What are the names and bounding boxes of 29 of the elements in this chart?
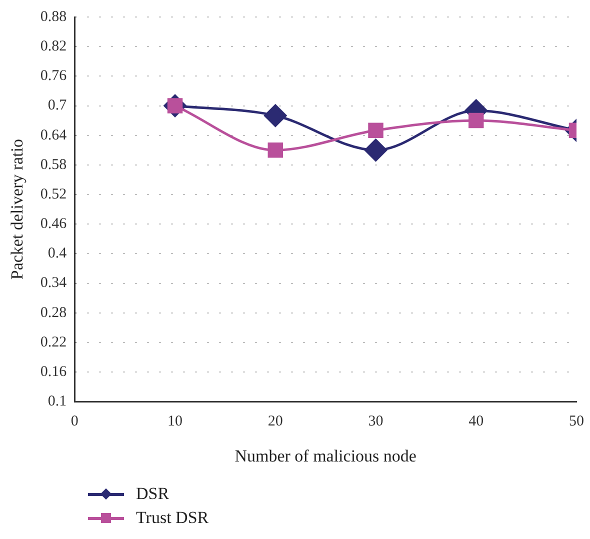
y-tick-label: 0.64 <box>40 127 68 144</box>
point <box>268 142 284 158</box>
y-tick-label: 0.16 <box>40 364 68 380</box>
y-tick-label: 0.46 <box>40 216 68 232</box>
x-tick-label: 0 <box>70 414 78 430</box>
point <box>364 138 388 162</box>
x-tick-label: 30 <box>368 414 384 430</box>
point <box>468 112 484 128</box>
y-tick-label: 0.58 <box>40 156 67 173</box>
y-tick-label: 0.22 <box>40 334 67 350</box>
x-tick-label: 10 <box>168 414 183 430</box>
y-tick-label: 0.4 <box>48 246 68 262</box>
y-tick-label: 0.52 <box>40 186 67 202</box>
x-tick-label: 40 <box>468 414 484 430</box>
point <box>264 104 287 127</box>
legend-label: DSR <box>136 484 170 504</box>
x-tick-label: 20 <box>268 414 283 430</box>
y-tick-label: 0.88 <box>40 8 67 25</box>
y-tick-label: 0.7 <box>48 98 68 114</box>
y-tick-label: 0.76 <box>40 68 68 84</box>
legend-label: Trust DSR <box>136 508 209 528</box>
x-axis-title: Number of malicious node <box>234 446 416 466</box>
y-tick-label: 0.28 <box>40 304 67 321</box>
y-tick-label: 0.34 <box>40 275 68 292</box>
y-axis-title: Packet delivery ratio <box>8 138 27 280</box>
y-tick-label: 0.82 <box>40 38 67 55</box>
x-tick-label: 50 <box>569 414 584 430</box>
y-tick-label: 0.1 <box>48 394 67 410</box>
point <box>368 122 384 138</box>
